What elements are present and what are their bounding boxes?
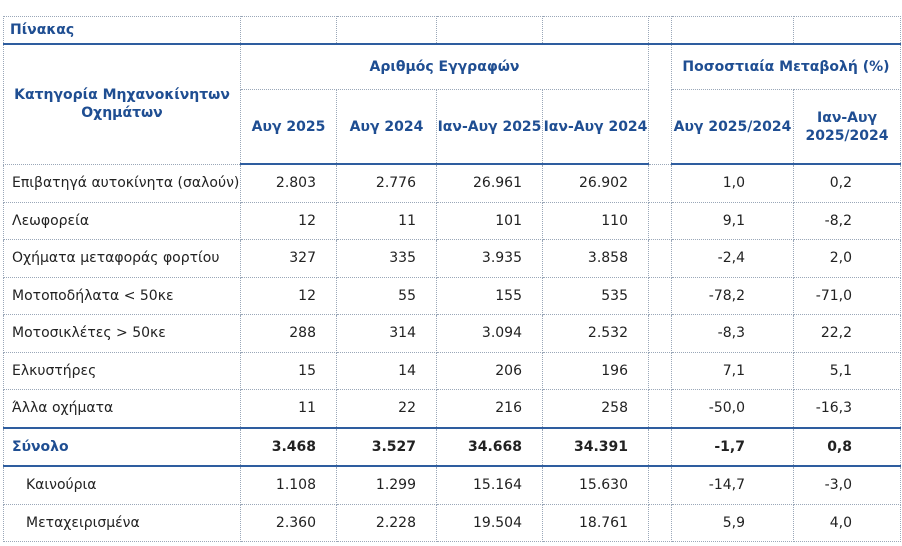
cell-percent: 9,1 bbox=[671, 202, 794, 240]
cell-value: 155 bbox=[436, 277, 543, 315]
row-label: Μοτοποδήλατα < 50κε bbox=[3, 277, 241, 315]
cell-value: 2.360 bbox=[240, 504, 337, 542]
cell-percent: -71,0 bbox=[793, 277, 901, 315]
cell-value: 15 bbox=[240, 352, 337, 390]
cell-value: 216 bbox=[436, 389, 543, 428]
cell-value: 55 bbox=[336, 277, 437, 315]
cell-value: 3.858 bbox=[542, 239, 649, 278]
cell-value: 2.803 bbox=[240, 164, 337, 203]
row-label: Μοτοσικλέτες > 50κε bbox=[3, 314, 241, 353]
header-col-jan-aug-change: Ιαν-Αυγ 2025/2024 bbox=[793, 89, 901, 165]
cell-value: 22 bbox=[336, 389, 437, 428]
sub-row: Καινούρια 1.108 1.299 15.164 15.630 -14,… bbox=[3, 466, 901, 505]
cell-percent: 22,2 bbox=[793, 314, 901, 353]
table-row: Επιβατηγά αυτοκίνητα (σαλούν) 2.803 2.77… bbox=[3, 164, 901, 203]
cell-value: 18.761 bbox=[542, 504, 649, 542]
header-col-aug-2025: Αυγ 2025 bbox=[240, 89, 337, 165]
cell-value: 535 bbox=[542, 277, 649, 315]
header-col-aug-change: Αυγ 2025/2024 bbox=[671, 89, 794, 165]
cell-value: 26.902 bbox=[542, 164, 649, 203]
row-label: Επιβατηγά αυτοκίνητα (σαλούν) bbox=[3, 164, 241, 203]
cell-percent: 1,0 bbox=[671, 164, 794, 203]
cell-percent: -50,0 bbox=[671, 389, 794, 428]
cell-value: 110 bbox=[542, 202, 649, 240]
header-col-jan-aug-2024: Ιαν-Αυγ 2024 bbox=[542, 89, 649, 165]
cell-value: 2.776 bbox=[336, 164, 437, 203]
sub-row-label: Καινούρια bbox=[3, 466, 241, 505]
cell-percent: -8,2 bbox=[793, 202, 901, 240]
cell-percent: 5,1 bbox=[793, 352, 901, 390]
total-percent: -1,7 bbox=[671, 426, 794, 467]
cell-value: 314 bbox=[336, 314, 437, 353]
row-label: Λεωφορεία bbox=[3, 202, 241, 240]
header-change: Ποσοστιαία Μεταβολή (%) bbox=[671, 44, 901, 90]
header-row-top: Κατηγορία Μηχανοκίνητων Οχημάτων Αριθμός… bbox=[3, 44, 901, 165]
header-row-sub: Αυγ 2025 Αυγ 2024 Ιαν-Αυγ 2025 Ιαν-Αυγ 2… bbox=[4, 89, 901, 165]
cell-value: 19.504 bbox=[436, 504, 543, 542]
cell-value: 3.935 bbox=[436, 239, 543, 278]
cell-value: 335 bbox=[336, 239, 437, 278]
cell-value: 14 bbox=[336, 352, 437, 390]
total-value: 34.668 bbox=[436, 426, 543, 467]
sub-row: Μεταχειρισμένα 2.360 2.228 19.504 18.761… bbox=[3, 504, 901, 542]
table-row: Ελκυστήρες 15 14 206 196 7,1 5,1 bbox=[3, 352, 901, 390]
cell-value: 101 bbox=[436, 202, 543, 240]
registrations-table: Πίνακας Κατηγορία Μηχανοκίνητων Οχημάτων… bbox=[3, 16, 901, 542]
cell-percent: 2,0 bbox=[793, 239, 901, 278]
cell-value: 1.299 bbox=[336, 466, 437, 505]
cell-percent: 7,1 bbox=[671, 352, 794, 390]
cell-value: 3.094 bbox=[436, 314, 543, 353]
cell-value: 11 bbox=[240, 389, 337, 428]
header-registrations: Αριθμός Εγγραφών bbox=[240, 44, 649, 90]
table-row: Μοτοποδήλατα < 50κε 12 55 155 535 -78,2 … bbox=[3, 277, 901, 315]
sub-row-label: Μεταχειρισμένα bbox=[3, 504, 241, 542]
cell-percent: -78,2 bbox=[671, 277, 794, 315]
total-label: Σύνολο bbox=[3, 426, 241, 467]
table-row: Άλλα οχήματα 11 22 216 258 -50,0 -16,3 bbox=[3, 389, 901, 428]
total-percent: 0,8 bbox=[793, 426, 901, 467]
cell-value: 15.630 bbox=[542, 466, 649, 505]
cell-value: 2.532 bbox=[542, 314, 649, 353]
total-value: 3.468 bbox=[240, 426, 337, 467]
row-label: Οχήματα μεταφοράς φορτίου bbox=[3, 239, 241, 278]
table-row: Μοτοσικλέτες > 50κε 288 314 3.094 2.532 … bbox=[3, 314, 901, 353]
total-value: 34.391 bbox=[542, 426, 649, 467]
cell-value: 196 bbox=[542, 352, 649, 390]
cell-percent: 0,2 bbox=[793, 164, 901, 203]
row-label: Άλλα οχήματα bbox=[3, 389, 241, 428]
cell-value: 15.164 bbox=[436, 466, 543, 505]
total-row: Σύνολο 3.468 3.527 34.668 34.391 -1,7 0,… bbox=[3, 426, 901, 467]
table-title: Πίνακας bbox=[3, 16, 241, 45]
cell-value: 2.228 bbox=[336, 504, 437, 542]
cell-percent: -2,4 bbox=[671, 239, 794, 278]
cell-percent: -16,3 bbox=[793, 389, 901, 428]
cell-value: 12 bbox=[240, 202, 337, 240]
cell-value: 288 bbox=[240, 314, 337, 353]
header-col-aug-2024: Αυγ 2024 bbox=[336, 89, 437, 165]
title-row: Πίνακας bbox=[3, 16, 901, 45]
cell-value: 206 bbox=[436, 352, 543, 390]
cell-percent: 4,0 bbox=[793, 504, 901, 542]
cell-value: 327 bbox=[240, 239, 337, 278]
cell-percent: 5,9 bbox=[671, 504, 794, 542]
total-value: 3.527 bbox=[336, 426, 437, 467]
cell-percent: -14,7 bbox=[671, 466, 794, 505]
table-row: Οχήματα μεταφοράς φορτίου 327 335 3.935 … bbox=[3, 239, 901, 278]
cell-percent: -8,3 bbox=[671, 314, 794, 353]
row-label: Ελκυστήρες bbox=[3, 352, 241, 390]
cell-percent: -3,0 bbox=[793, 466, 901, 505]
cell-value: 1.108 bbox=[240, 466, 337, 505]
cell-value: 26.961 bbox=[436, 164, 543, 203]
header-category: Κατηγορία Μηχανοκίνητων Οχημάτων bbox=[3, 44, 241, 165]
cell-value: 11 bbox=[336, 202, 437, 240]
cell-value: 258 bbox=[542, 389, 649, 428]
cell-value: 12 bbox=[240, 277, 337, 315]
header-col-jan-aug-2025: Ιαν-Αυγ 2025 bbox=[436, 89, 543, 165]
table-row: Λεωφορεία 12 11 101 110 9,1 -8,2 bbox=[3, 202, 901, 240]
